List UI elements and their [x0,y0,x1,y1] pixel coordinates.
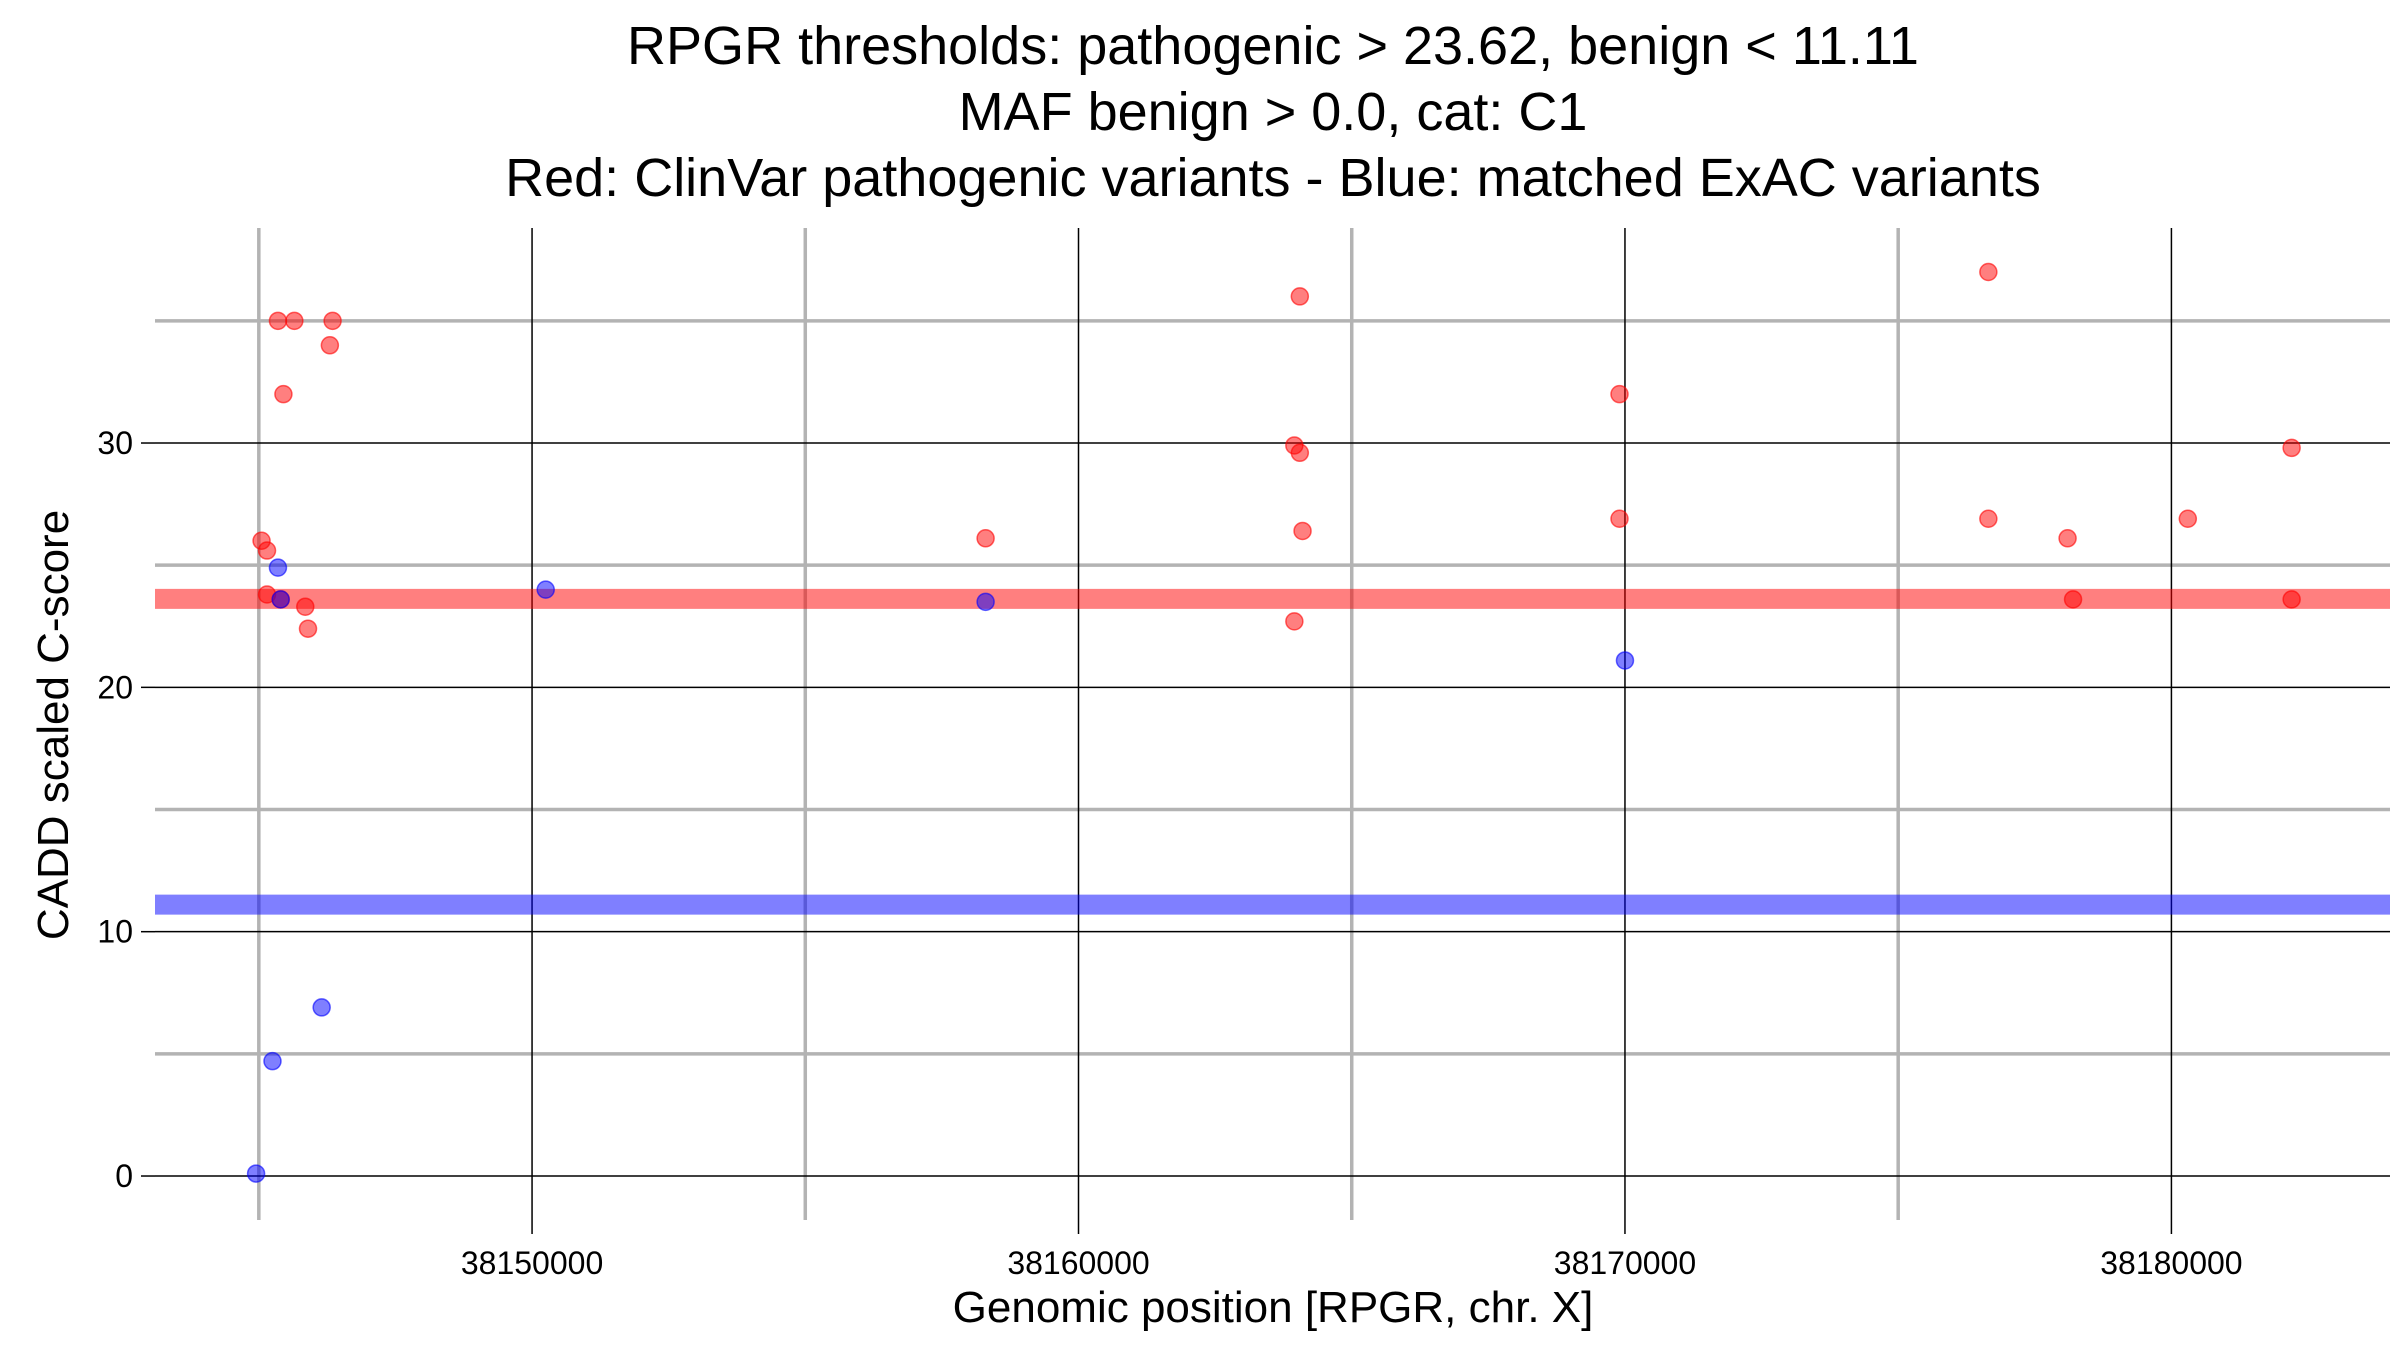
red-point-20 [1979,509,1998,529]
red-point-23 [2178,509,2198,529]
red-point-3 [268,311,288,331]
chart-title-line-3: Red: ClinVar pathogenic variants - Blue:… [505,148,2041,208]
x-tick-label-3: 38180000 [2100,1245,2242,1281]
red-point-19 [1979,262,1998,282]
x-tick-label-0: 38150000 [461,1245,603,1281]
y-tick-label-0: 0 [115,1158,133,1194]
y-tick-label-1: 10 [97,914,133,950]
x-tick-label-1: 38160000 [1007,1245,1149,1281]
red-point-11 [976,529,995,548]
grid-layer [155,228,2390,1220]
red-point-6 [285,311,304,331]
red-point-10 [323,311,342,331]
blue-point-2 [268,558,288,577]
red-point-17 [1610,384,1629,404]
threshold-lines [155,588,2390,915]
blue-point-0 [246,1164,266,1183]
x-tick-label-2: 38170000 [1554,1245,1696,1281]
red-point-13 [1290,443,1310,463]
blue-point-1 [263,1051,282,1071]
y-axis-ticks: 0 10 20 30 [97,425,155,1194]
y-tick-label-3: 30 [97,425,133,461]
data-points [246,262,2301,1183]
red-point-21 [2058,529,2077,548]
red-point-7 [296,597,315,616]
red-point-14 [1293,521,1312,541]
red-point-15 [1285,612,1304,631]
chart-title-line-1: RPGR thresholds: pathogenic > 23.62, ben… [627,16,1919,76]
chart-title-line-2: MAF benign > 0.0, cat: C1 [959,82,1588,142]
blue-point-4 [312,998,331,1017]
blue-point-5 [536,580,555,599]
red-point-5 [274,384,293,404]
x-axis-ticks: 38150000 38160000 38170000 38180000 [461,1220,2243,1281]
red-point-8 [298,619,318,638]
red-point-1 [257,541,277,560]
blue-point-3 [271,590,290,609]
red-point-24 [2282,438,2301,458]
red-point-16 [1290,287,1310,306]
x-axis-label: Genomic position [RPGR, chr. X] [953,1283,1594,1332]
red-point-25 [2282,590,2301,609]
blue-point-6 [976,592,995,612]
red-point-18 [1610,509,1629,529]
y-tick-label-2: 20 [97,669,133,705]
y-axis-label: CADD scaled C-score [29,510,78,940]
red-point-9 [320,336,340,355]
red-point-22 [2063,590,2083,609]
blue-point-7 [1615,651,1635,670]
